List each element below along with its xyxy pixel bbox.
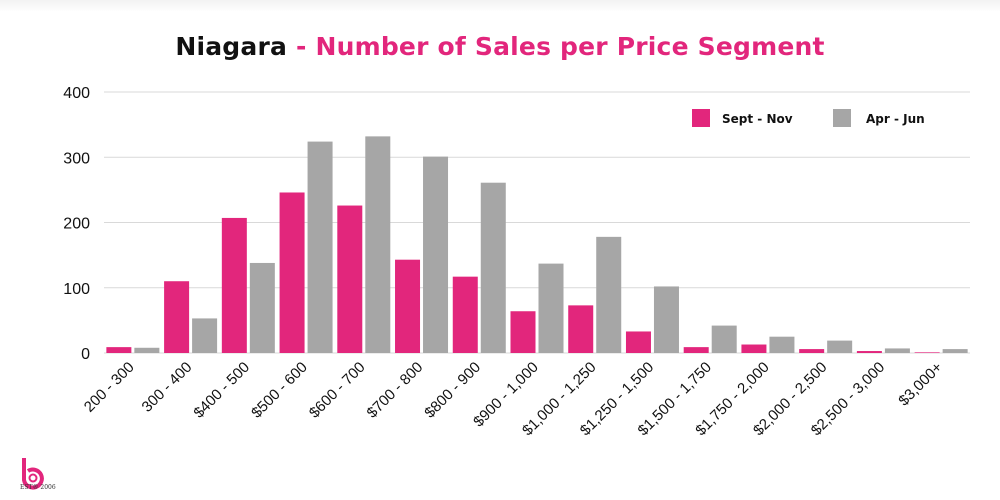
bar-series-a <box>510 311 536 353</box>
bar-series-a <box>395 259 421 353</box>
x-tick-label: 300 - 400 <box>139 359 196 416</box>
y-tick-label: 200 <box>63 216 90 233</box>
bar-series-b <box>942 349 968 353</box>
bar-series-b <box>827 340 853 353</box>
legend-swatch <box>833 109 851 127</box>
bar-series-b <box>249 262 275 353</box>
y-tick-label: 0 <box>81 346 90 363</box>
bar-series-a <box>106 347 132 353</box>
title-subject: Number of Sales per Price Segment <box>315 32 825 61</box>
bar-series-b <box>711 325 737 353</box>
b-logo-icon <box>22 458 44 490</box>
x-tick-label: $800 - 900 <box>421 359 484 422</box>
bar-series-a <box>452 276 478 353</box>
x-tick-label: $500 - 600 <box>248 359 311 422</box>
bar-series-b <box>653 286 679 353</box>
bar-series-b <box>480 182 506 353</box>
bar-series-a <box>799 349 825 353</box>
y-tick-label: 300 <box>63 150 90 167</box>
y-tick-label: 100 <box>63 281 90 298</box>
bar-series-a <box>741 344 767 353</box>
bar-series-a <box>337 205 363 353</box>
bar-series-a <box>568 305 594 353</box>
bar-series-a <box>856 351 882 353</box>
x-tick-label: $700 - 800 <box>364 359 427 422</box>
bar-series-b <box>769 336 795 353</box>
bar-series-b <box>596 236 622 353</box>
bar-series-b <box>538 263 564 353</box>
legend-swatch <box>692 109 710 127</box>
bar-series-a <box>164 281 190 353</box>
bar-series-b <box>423 156 449 353</box>
bar-series-b <box>134 347 160 353</box>
bar-series-a <box>625 331 651 353</box>
bar-series-b <box>192 318 218 353</box>
bar-series-b <box>884 348 910 353</box>
bar-series-a <box>914 352 940 353</box>
bar-series-a <box>683 347 709 353</box>
bar-series-b <box>307 141 333 353</box>
bar-series-b <box>365 136 391 353</box>
title-region: Niagara <box>175 32 288 61</box>
chart-title: Niagara - Number of Sales per Price Segm… <box>0 32 1000 61</box>
x-tick-label: $3,000+ <box>895 359 946 410</box>
title-separator: - <box>287 32 316 61</box>
x-tick-label: 200 - 300 <box>81 359 138 416</box>
bar-series-a <box>221 217 247 353</box>
legend-label: Sept - Nov <box>722 112 793 126</box>
logo-est-text: EST® 2006 <box>20 484 56 491</box>
bar-series-a <box>279 192 305 353</box>
y-tick-label: 400 <box>63 85 90 102</box>
x-tick-label: $400 - 500 <box>190 359 253 422</box>
x-tick-label: $600 - 700 <box>306 359 369 422</box>
legend-label: Apr - Jun <box>866 112 925 126</box>
